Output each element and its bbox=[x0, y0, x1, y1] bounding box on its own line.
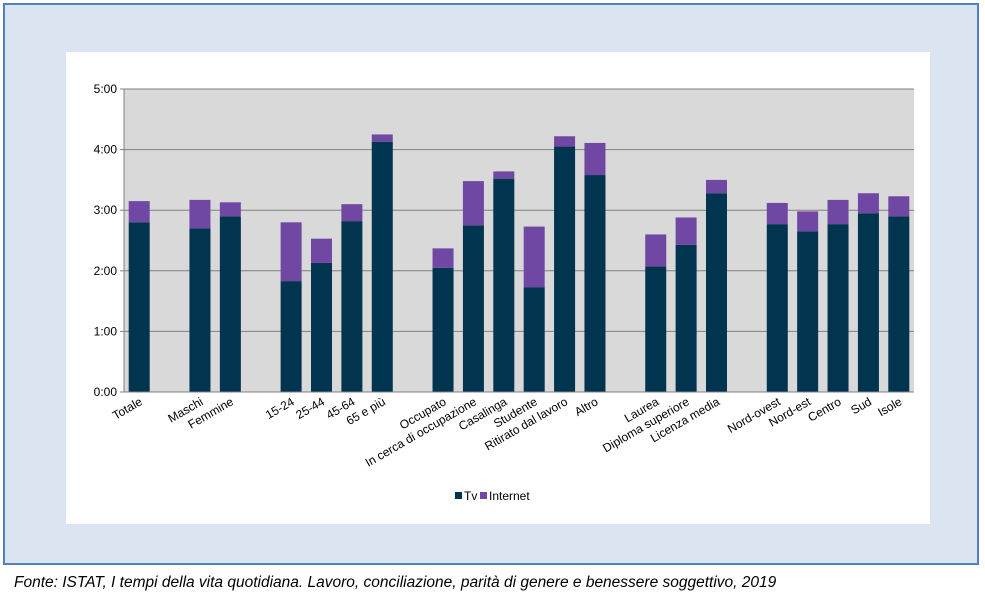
x-tick-label: Altro bbox=[572, 394, 601, 419]
bars bbox=[128, 134, 910, 392]
bar-internet bbox=[280, 222, 302, 282]
bar-internet bbox=[554, 136, 576, 147]
bar-internet bbox=[462, 181, 484, 226]
y-tick-label: 1:00 bbox=[94, 324, 118, 338]
bar-tv bbox=[827, 224, 849, 392]
chart-frame: 0:00 1:00 2:00 3:00 4:00 5:00 Totale Maschi Fem… bbox=[3, 3, 979, 565]
bar-chart: 0:00 1:00 2:00 3:00 4:00 5:00 Totale MaschiFem… bbox=[94, 82, 914, 503]
bar-internet bbox=[888, 196, 910, 217]
y-tick-label: 3:00 bbox=[94, 203, 118, 217]
x-tick-label: Centro bbox=[805, 394, 843, 424]
bar-internet bbox=[706, 179, 727, 194]
bar-tv bbox=[128, 222, 150, 392]
bar-internet bbox=[493, 171, 515, 179]
bar-tv bbox=[523, 287, 545, 392]
bar-internet bbox=[341, 204, 363, 222]
bar-internet bbox=[857, 193, 879, 214]
bar-tv bbox=[219, 216, 241, 392]
bar-internet bbox=[584, 142, 606, 176]
bar-tv bbox=[311, 262, 332, 392]
bar-tv bbox=[554, 146, 576, 392]
y-tick-label: 2:00 bbox=[94, 264, 118, 278]
bar-internet bbox=[645, 234, 667, 267]
legend-swatch bbox=[480, 492, 487, 499]
bar-internet bbox=[523, 226, 545, 288]
bar-tv bbox=[584, 175, 606, 392]
bar-internet bbox=[766, 202, 788, 225]
bar-tv bbox=[766, 224, 788, 392]
x-tick-label: Isole bbox=[875, 394, 904, 419]
y-axis-ticks: 0:00 1:00 2:00 3:00 4:00 5:00 bbox=[94, 82, 124, 399]
y-tick-label: 5:00 bbox=[94, 82, 118, 96]
bar-tv bbox=[432, 267, 454, 392]
bar-tv bbox=[341, 221, 363, 392]
plot-area bbox=[124, 89, 914, 392]
bar-tv bbox=[857, 213, 879, 392]
source-note: Fonte: ISTAT, I tempi della vita quotidi… bbox=[14, 574, 777, 591]
bar-tv bbox=[706, 193, 727, 392]
bar-tv bbox=[280, 281, 302, 392]
bar-internet bbox=[371, 134, 393, 142]
bar-tv bbox=[675, 244, 697, 392]
bar-tv bbox=[888, 216, 910, 392]
bar-internet bbox=[675, 217, 697, 245]
bar-internet bbox=[827, 199, 849, 225]
legend-label: Tv bbox=[464, 489, 477, 503]
x-tick-label: 25-44 bbox=[293, 394, 327, 422]
bar-tv bbox=[189, 228, 211, 392]
bar-tv bbox=[371, 141, 393, 392]
y-tick-label: 0:00 bbox=[94, 385, 118, 399]
x-tick-label: Sud bbox=[848, 394, 873, 417]
bar-internet bbox=[797, 211, 819, 232]
chart-panel: 0:00 1:00 2:00 3:00 4:00 5:00 Totale Maschi Fem… bbox=[66, 52, 930, 524]
bar-tv bbox=[645, 266, 667, 392]
y-tick-label: 4:00 bbox=[94, 143, 118, 157]
legend-swatch bbox=[455, 492, 462, 499]
bar-internet bbox=[311, 238, 332, 263]
x-tick-label: 15-24 bbox=[263, 394, 297, 422]
axes bbox=[123, 89, 914, 393]
bar-internet bbox=[128, 201, 150, 223]
bar-internet bbox=[219, 202, 241, 217]
legend-label: Internet bbox=[489, 489, 530, 503]
bar-internet bbox=[432, 248, 454, 268]
bar-internet bbox=[189, 199, 211, 229]
legend: Tv Internet bbox=[455, 489, 530, 503]
bar-tv bbox=[797, 231, 819, 392]
bar-tv bbox=[493, 178, 515, 392]
bar-tv bbox=[462, 225, 484, 392]
